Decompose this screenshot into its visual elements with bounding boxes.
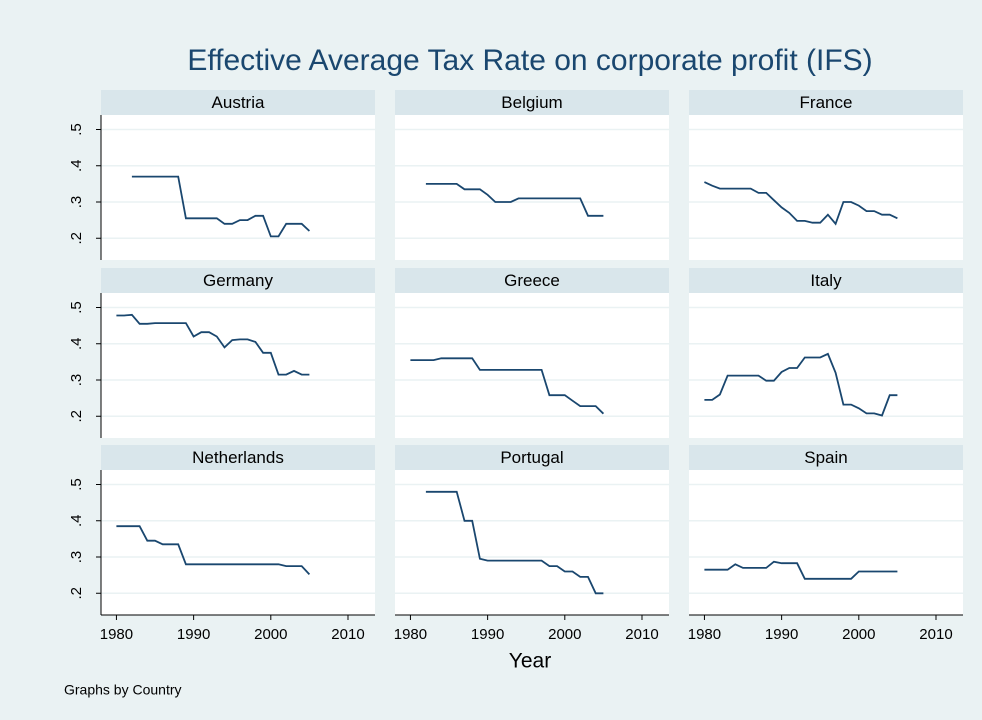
panel-title: Belgium: [501, 93, 562, 112]
panel-header: [395, 268, 669, 293]
y-tick-label: .3: [68, 196, 85, 209]
data-line: [704, 352, 898, 417]
y-tick-label: .5: [68, 478, 85, 491]
panel-title: Italy: [810, 271, 842, 290]
x-tick-label: 2010: [331, 626, 364, 643]
plot-area: [689, 115, 963, 260]
plot-area: [395, 115, 669, 260]
data-line: [425, 490, 604, 595]
panel-title: Greece: [504, 271, 560, 290]
plot-area: [689, 470, 963, 615]
chart-title: Effective Average Tax Rate on corporate …: [187, 44, 872, 77]
x-tick-label: 2000: [842, 626, 875, 643]
x-tick-label: 1980: [688, 626, 721, 643]
data-line: [116, 313, 310, 376]
x-tick-label: 2000: [548, 626, 581, 643]
x-tick-label: 2000: [254, 626, 287, 643]
x-tick-label: 1980: [100, 626, 133, 643]
data-line: [704, 560, 898, 580]
x-tick-label: 2010: [625, 626, 658, 643]
y-tick-label: .4: [68, 514, 85, 527]
panel-title: France: [800, 93, 853, 112]
x-tick-label: 1990: [765, 626, 798, 643]
panel-title: Spain: [804, 448, 847, 467]
y-tick-label: .2: [68, 232, 85, 245]
x-axis-label: Year: [509, 650, 551, 673]
plot-area: [395, 470, 669, 615]
x-tick-label: 1990: [471, 626, 504, 643]
data-line: [425, 183, 604, 217]
x-tick-label: 2010: [919, 626, 952, 643]
panel-title: Germany: [203, 271, 273, 290]
y-tick-label: .3: [68, 374, 85, 387]
panel-header: [689, 445, 963, 470]
panel-header: [689, 90, 963, 115]
y-tick-label: .5: [68, 123, 85, 136]
note: Graphs by Country: [64, 682, 182, 698]
plot-area: [101, 293, 375, 438]
panel-header: [101, 268, 375, 293]
panel-header: [689, 268, 963, 293]
panel-header: [101, 90, 375, 115]
panel-title: Austria: [212, 93, 265, 112]
panel-title: Portugal: [500, 448, 563, 467]
panel-header: [395, 445, 669, 470]
data-line: [410, 357, 605, 415]
y-tick-label: .5: [68, 301, 85, 314]
x-tick-label: 1990: [177, 626, 210, 643]
y-tick-label: .4: [68, 159, 85, 172]
panel-header: [101, 445, 375, 470]
plot-area: [395, 293, 669, 438]
y-tick-label: .3: [68, 551, 85, 564]
x-tick-label: 1980: [394, 626, 427, 643]
y-tick-label: .2: [68, 587, 85, 600]
panel-title: Netherlands: [192, 448, 284, 467]
y-tick-label: .2: [68, 410, 85, 423]
plot-area: [689, 293, 963, 438]
panel-header: [395, 90, 669, 115]
plot-area: [101, 115, 375, 260]
y-tick-label: .4: [68, 337, 85, 350]
data-line: [131, 175, 311, 238]
plot-area: [101, 470, 375, 615]
data-line: [704, 181, 898, 226]
data-line: [116, 525, 311, 576]
